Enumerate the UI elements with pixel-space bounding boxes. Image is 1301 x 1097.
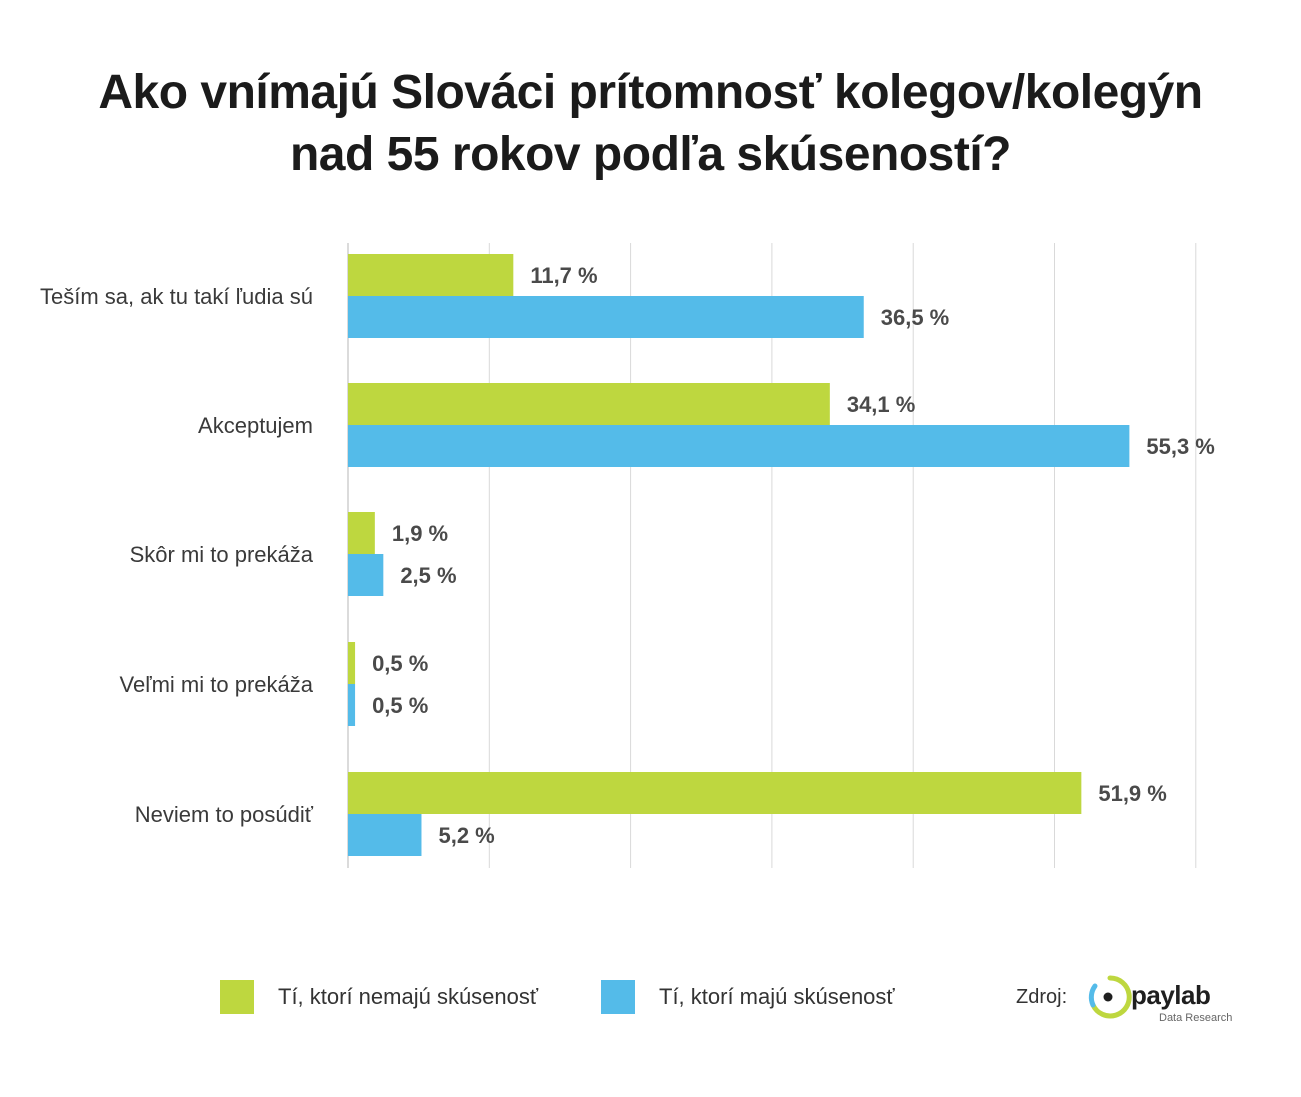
data-label: 51,9 % <box>1098 781 1167 806</box>
chart-title-line-2: nad 55 rokov podľa skúseností? <box>289 128 1012 181</box>
bar-no-experience <box>348 642 356 684</box>
legend-label: Tí, ktorí nemajú skúsenosť <box>278 984 539 1009</box>
legend-item-experience: Tí, ktorí majú skúsenosť <box>601 980 895 1014</box>
data-label: 0,5 % <box>372 693 428 718</box>
legend-swatch-green <box>220 980 254 1014</box>
legend-label: Tí, ktorí majú skúsenosť <box>659 984 895 1009</box>
category-label: Veľmi mi to prekáža <box>120 672 314 697</box>
bar-no-experience <box>348 772 1082 814</box>
data-label: 5,2 % <box>438 823 494 848</box>
legend-swatch-blue <box>601 980 635 1014</box>
bar-experience <box>348 814 422 856</box>
legend-item-no-experience: Tí, ktorí nemajú skúsenosť <box>220 980 538 1014</box>
data-label: 34,1 % <box>847 392 916 417</box>
paylab-logo: paylab Data Research <box>1086 972 1236 1028</box>
bar-chart: Teším sa, ak tu takí ľudia sú 11,7 % 36,5 … <box>40 243 1215 868</box>
data-label: 11,7 % <box>530 263 597 288</box>
bar-experience <box>348 684 356 726</box>
data-label: 2,5 % <box>400 563 456 588</box>
bar-no-experience <box>348 383 830 425</box>
paylab-logo-sub: Data Research <box>1159 1012 1233 1024</box>
data-label: 1,9 % <box>392 521 448 546</box>
paylab-logo-word: paylab <box>1131 980 1211 1010</box>
data-label: 0,5 % <box>372 651 428 676</box>
category-label: Neviem to posúdiť <box>135 802 314 827</box>
category-label: Skôr mi to prekáža <box>130 542 314 567</box>
category-label: Akceptujem <box>198 413 313 438</box>
bar-experience <box>348 296 864 338</box>
data-label: 36,5 % <box>881 305 950 330</box>
bar-no-experience <box>348 512 375 554</box>
chart-title: Ako vnímajú Slováci prítomnosť kolegov/k… <box>0 62 1301 186</box>
bar-experience <box>348 425 1130 467</box>
bar-experience <box>348 554 384 596</box>
paylab-logo-icon <box>1088 975 1132 1019</box>
category-label: Teším sa, ak tu takí ľudia sú <box>40 284 313 309</box>
bar-no-experience <box>348 254 514 296</box>
chart-title-line-1: Ako vnímajú Slováci prítomnosť kolegov/k… <box>98 66 1203 119</box>
source-label: Zdroj: <box>1016 986 1068 1008</box>
data-label: 55,3 % <box>1146 434 1215 459</box>
